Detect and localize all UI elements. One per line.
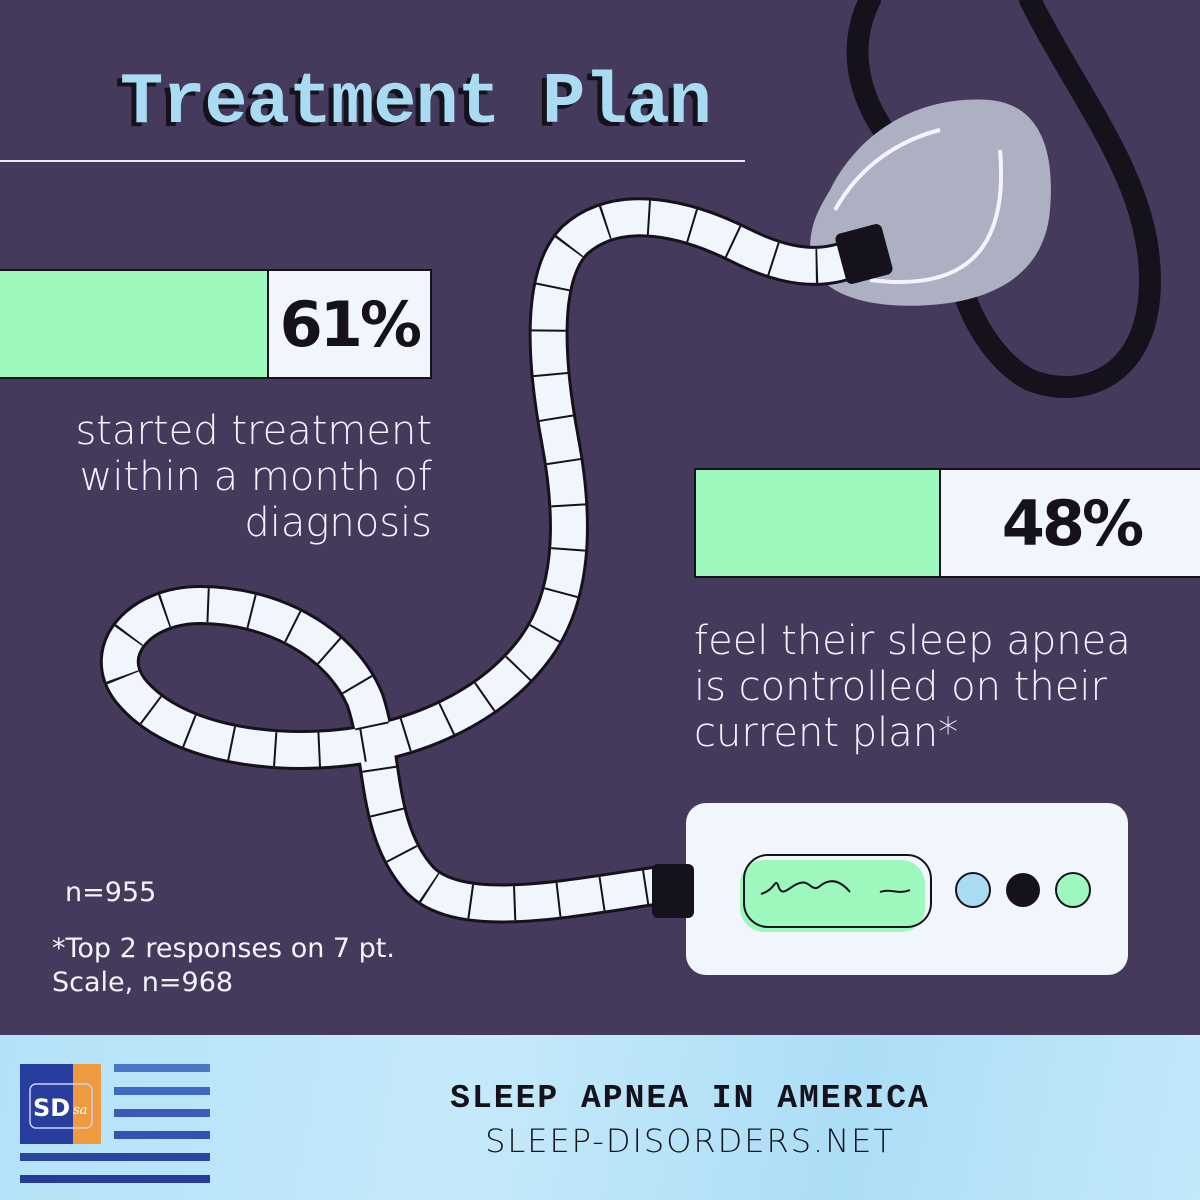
sdsa-logo: SD sa — [20, 1064, 210, 1183]
stat-2-description: feel their sleep apnea is controlled on … — [694, 618, 1131, 756]
footnote: *Top 2 responses on 7 pt. Scale, n=968 — [52, 933, 395, 998]
machine-display — [743, 854, 932, 928]
stat-2-value: 48% — [1001, 486, 1144, 560]
stat-bar-1-fill — [0, 271, 269, 377]
indicator-light-green — [1055, 872, 1091, 908]
stat-1-description: started treatment within a month of diag… — [75, 408, 432, 546]
stat-bar-2-fill — [696, 470, 941, 576]
footer-site-link[interactable]: SLEEP-DISORDERS.NET — [485, 1122, 895, 1160]
svg-text:sa: sa — [73, 1103, 87, 1118]
cpap-illustration — [99, 0, 1162, 975]
stat-1-value: 61% — [279, 287, 422, 361]
footer — [0, 1035, 1200, 1200]
indicator-light-dark — [1006, 873, 1040, 907]
mask-connector — [835, 224, 893, 284]
svg-text:SD: SD — [33, 1094, 70, 1122]
footer-title: SLEEP APNEA IN AMERICA — [450, 1080, 930, 1117]
indicator-light-blue — [955, 872, 991, 908]
title-divider — [0, 160, 745, 162]
sample-size-note: n=955 — [65, 877, 157, 908]
page-title: Treatment Plan — [120, 62, 712, 144]
tube-connector — [652, 864, 694, 918]
stat-bar-2: 48% — [694, 468, 1200, 578]
stat-bar-1: 61% — [0, 269, 432, 379]
